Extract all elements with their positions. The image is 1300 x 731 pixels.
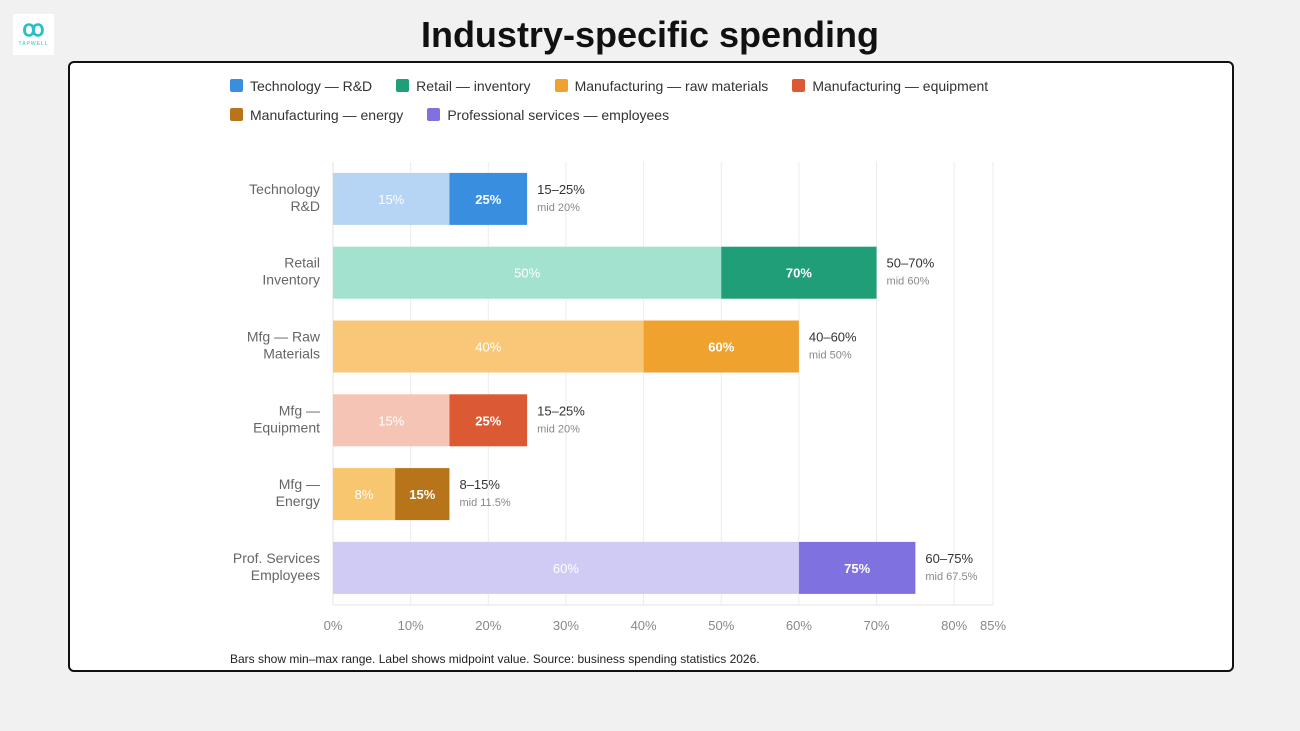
- legend-label: Manufacturing — energy: [250, 106, 404, 123]
- chart-card: Technology — R&D Retail — inventory Manufa…: [68, 61, 1234, 672]
- bar-base: [333, 246, 722, 299]
- x-tick-label: 85%: [980, 618, 1006, 633]
- y-category-label: Technology: [249, 181, 320, 197]
- legend-label: Professional services — employees: [447, 106, 670, 123]
- bar-base: [333, 394, 450, 447]
- bar-range: [395, 468, 450, 521]
- legend-label: Technology — R&D: [250, 77, 373, 94]
- bar-base: [333, 320, 644, 373]
- bar-max-label: 75%: [844, 561, 870, 576]
- legend-label: Manufacturing — raw materials: [574, 77, 769, 94]
- x-tick-label: 60%: [786, 618, 812, 633]
- legend-item[interactable]: Professional services — employees: [427, 100, 669, 129]
- bar-base: [333, 541, 799, 594]
- legend-item[interactable]: Manufacturing — equipment: [792, 71, 988, 100]
- bar-range: [643, 320, 799, 373]
- bar-range: [449, 394, 528, 447]
- y-category-label: Mfg —: [279, 402, 320, 418]
- y-category-label: Mfg —: [279, 476, 320, 492]
- range-label: 15–25%: [537, 182, 585, 197]
- bar-max-label: 25%: [475, 413, 501, 428]
- y-category-label: Prof. Services: [233, 550, 320, 566]
- legend-swatch: [792, 79, 806, 92]
- bar-min-label: 40%: [475, 340, 501, 355]
- range-label: 15–25%: [537, 403, 585, 418]
- bar-max-label: 70%: [786, 266, 812, 281]
- mid-label: mid 11.5%: [459, 497, 510, 509]
- x-tick-label: 80%: [941, 618, 967, 633]
- bar-min-label: 50%: [514, 266, 540, 281]
- x-tick-label: 70%: [864, 618, 890, 633]
- mid-label: mid 20%: [537, 202, 580, 214]
- bar-max-label: 15%: [409, 487, 435, 502]
- page-title: Industry-specific spending: [420, 14, 880, 55]
- legend-item[interactable]: Manufacturing — energy: [230, 100, 403, 129]
- range-label: 50–70%: [887, 256, 935, 271]
- legend-label: Manufacturing — equipment: [812, 77, 989, 94]
- x-tick-label: 10%: [398, 618, 424, 633]
- y-category-label: Mfg — Raw: [247, 329, 321, 345]
- legend-item[interactable]: Retail — inventory: [396, 71, 531, 100]
- x-tick-label: 30%: [553, 618, 579, 633]
- legend-item[interactable]: Manufacturing — raw materials: [554, 71, 769, 100]
- y-category-label: Employees: [251, 567, 320, 583]
- y-category-label: Materials: [263, 346, 320, 362]
- y-category-label: R&D: [290, 198, 320, 214]
- x-tick-label: 50%: [708, 618, 734, 633]
- legend-swatch: [230, 79, 243, 92]
- x-tick-label: 0%: [324, 618, 343, 633]
- legend-swatch: [396, 79, 410, 92]
- y-category-label: Energy: [276, 493, 320, 509]
- bar-base: [333, 468, 396, 521]
- bar-max-label: 25%: [475, 192, 501, 207]
- mid-label: mid 20%: [537, 423, 580, 435]
- tapwell-logo: ꝏ TAPWELL: [13, 14, 54, 55]
- y-category-label: Retail: [284, 255, 320, 271]
- bar-range: [449, 172, 528, 225]
- legend-swatch: [230, 108, 243, 121]
- bar-max-label: 60%: [708, 340, 734, 355]
- bar-base: [333, 172, 450, 225]
- bar-min-label: 8%: [355, 487, 374, 502]
- mid-label: mid 50%: [809, 350, 852, 362]
- footnote: Bars show min–max range. Label shows mid…: [230, 652, 760, 666]
- bar-min-label: 60%: [553, 561, 579, 576]
- logo-text: TAPWELL: [18, 41, 49, 47]
- range-label: 40–60%: [809, 330, 857, 345]
- range-label: 60–75%: [925, 551, 973, 566]
- bar-range: [721, 246, 877, 299]
- range-label: 8–15%: [459, 477, 500, 492]
- mid-label: mid 67.5%: [925, 571, 977, 583]
- y-category-label: Equipment: [253, 419, 320, 435]
- bar-range: [798, 541, 916, 594]
- range-bar-chart: 0% 10% 20% 30% 40% 50% 60% 70% 80% 85%TechnologyR…: [233, 162, 1006, 633]
- legend-label: Retail — inventory: [416, 77, 531, 94]
- y-category-label: Inventory: [262, 272, 320, 288]
- mid-label: mid 60%: [887, 276, 930, 288]
- legend-swatch: [554, 79, 568, 92]
- x-tick-label: 20%: [475, 618, 501, 633]
- legend-swatch: [427, 108, 441, 121]
- x-tick-label: 40%: [631, 618, 657, 633]
- bar-min-label: 15%: [378, 413, 404, 428]
- legend-item[interactable]: Technology — R&D: [230, 71, 372, 100]
- bar-min-label: 15%: [378, 192, 404, 207]
- legend: Technology — R&D Retail — inventory Manufa…: [230, 71, 1030, 129]
